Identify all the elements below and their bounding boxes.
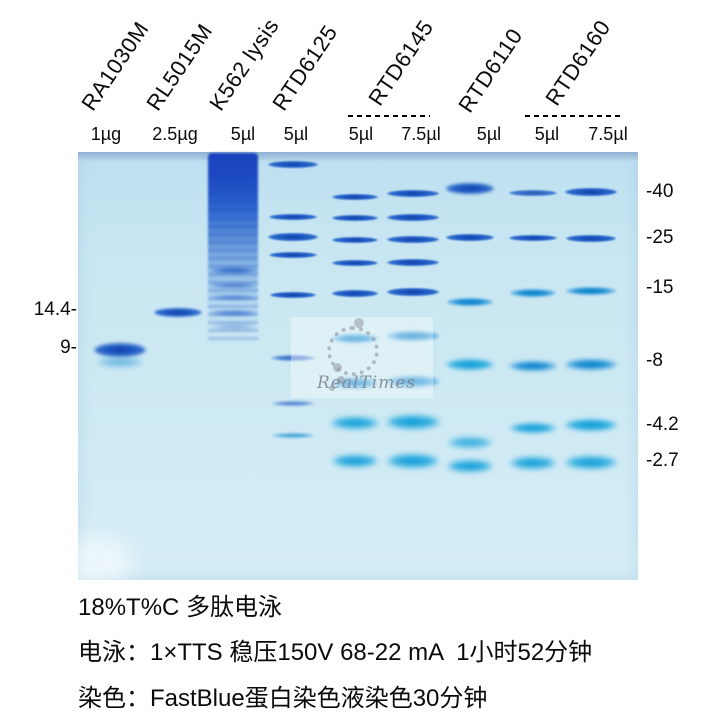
gel-band xyxy=(565,455,617,469)
gel-band xyxy=(565,419,617,431)
lane-volume-label: 7.5µl xyxy=(401,124,441,144)
watermark-text: RealTimes xyxy=(317,373,417,393)
gel-band xyxy=(332,455,378,467)
gel-band xyxy=(154,307,202,317)
gel-band xyxy=(211,282,257,288)
gel-band xyxy=(446,182,494,194)
mw-marker-right: -2.7 xyxy=(646,450,679,471)
gel-band xyxy=(510,289,556,297)
gel-band xyxy=(332,260,378,266)
gel-band xyxy=(387,288,439,296)
caption-line-gel-type: 18%T%C 多肽电泳 xyxy=(78,594,283,621)
gel-band xyxy=(211,266,257,274)
gel-band xyxy=(387,375,439,387)
gel-band xyxy=(447,298,493,306)
gel-band xyxy=(332,289,378,297)
gel-band xyxy=(509,235,557,241)
lane-volume-label: 5µl xyxy=(348,124,374,144)
gel-band xyxy=(332,194,378,200)
gel-band xyxy=(387,189,439,197)
gel-band xyxy=(509,190,557,196)
gel-band xyxy=(446,233,494,241)
gel-band xyxy=(332,215,378,221)
lane-group-dash xyxy=(525,115,621,117)
mw-marker-right: -4.2 xyxy=(646,414,679,435)
lane-volume-label: 5µl xyxy=(534,124,560,144)
gel-band xyxy=(270,292,316,298)
watermark-dot xyxy=(337,376,345,384)
gel-band xyxy=(387,454,439,468)
gel-band xyxy=(272,400,314,406)
gel-band xyxy=(212,323,256,329)
mw-marker-left: 9- xyxy=(60,337,77,358)
lane-label: RTD6110 xyxy=(453,23,528,117)
watermark-dot xyxy=(333,363,342,372)
gel-band xyxy=(510,423,556,433)
gel-band xyxy=(271,355,315,361)
caption-line-electrophoresis: 电泳：1×TTS 稳压150V 68-22 mA 1小时52分钟 xyxy=(78,639,593,666)
lane-volume-label: 2.5µg xyxy=(152,124,198,144)
gel-band xyxy=(387,213,439,221)
gel-band xyxy=(566,287,616,295)
gel-band xyxy=(448,436,492,448)
mw-marker-right: -15 xyxy=(646,277,674,298)
gel-band xyxy=(332,378,378,388)
mw-marker-right: -40 xyxy=(646,181,674,202)
watermark-dot xyxy=(354,318,364,328)
gel-smear-lane xyxy=(208,153,258,345)
gel-band xyxy=(211,294,257,300)
lane-volume-label: 5µl xyxy=(230,124,256,144)
gel-band xyxy=(565,358,617,370)
gel-band xyxy=(387,235,439,243)
gel-band xyxy=(97,357,143,367)
gel-band xyxy=(269,214,317,220)
gel-band xyxy=(387,331,439,341)
gel-band xyxy=(387,258,439,266)
lane-volume-label: 5µl xyxy=(283,124,309,144)
gel-band xyxy=(94,343,146,357)
gel-band xyxy=(509,361,557,371)
lane-label: RTD6125 xyxy=(267,20,343,116)
gel-band xyxy=(446,358,494,370)
gel-band xyxy=(386,415,440,429)
lane-group-dash xyxy=(348,115,430,117)
gel-band xyxy=(210,310,258,316)
gel-top-edge xyxy=(78,152,638,161)
gel-corner-highlight xyxy=(62,535,132,590)
gel-band xyxy=(268,233,318,241)
gel-band xyxy=(566,234,616,242)
watermark-dot xyxy=(329,385,335,391)
gel-band xyxy=(510,457,556,469)
gel-band xyxy=(269,252,317,258)
gel-band xyxy=(272,432,314,438)
lane-volume-label: 1µg xyxy=(90,124,122,144)
caption-line-staining: 染色：FastBlue蛋白染色液染色30分钟 xyxy=(78,685,488,712)
lane-label: RTD6145 xyxy=(363,15,439,111)
lane-volume-label: 7.5µl xyxy=(588,124,628,144)
gel-band xyxy=(331,417,379,429)
gel-band xyxy=(565,188,617,196)
gel-band xyxy=(447,460,493,472)
mw-marker-right: -25 xyxy=(646,227,674,248)
lane-volume-label: 5µl xyxy=(476,124,502,144)
mw-marker-left: 14.4- xyxy=(33,299,77,320)
watermark-logo-ring xyxy=(327,326,379,376)
mw-marker-right: -8 xyxy=(646,350,663,371)
lane-label: RTD6160 xyxy=(540,15,616,111)
gel-band xyxy=(332,237,378,243)
gel-band xyxy=(268,160,318,168)
